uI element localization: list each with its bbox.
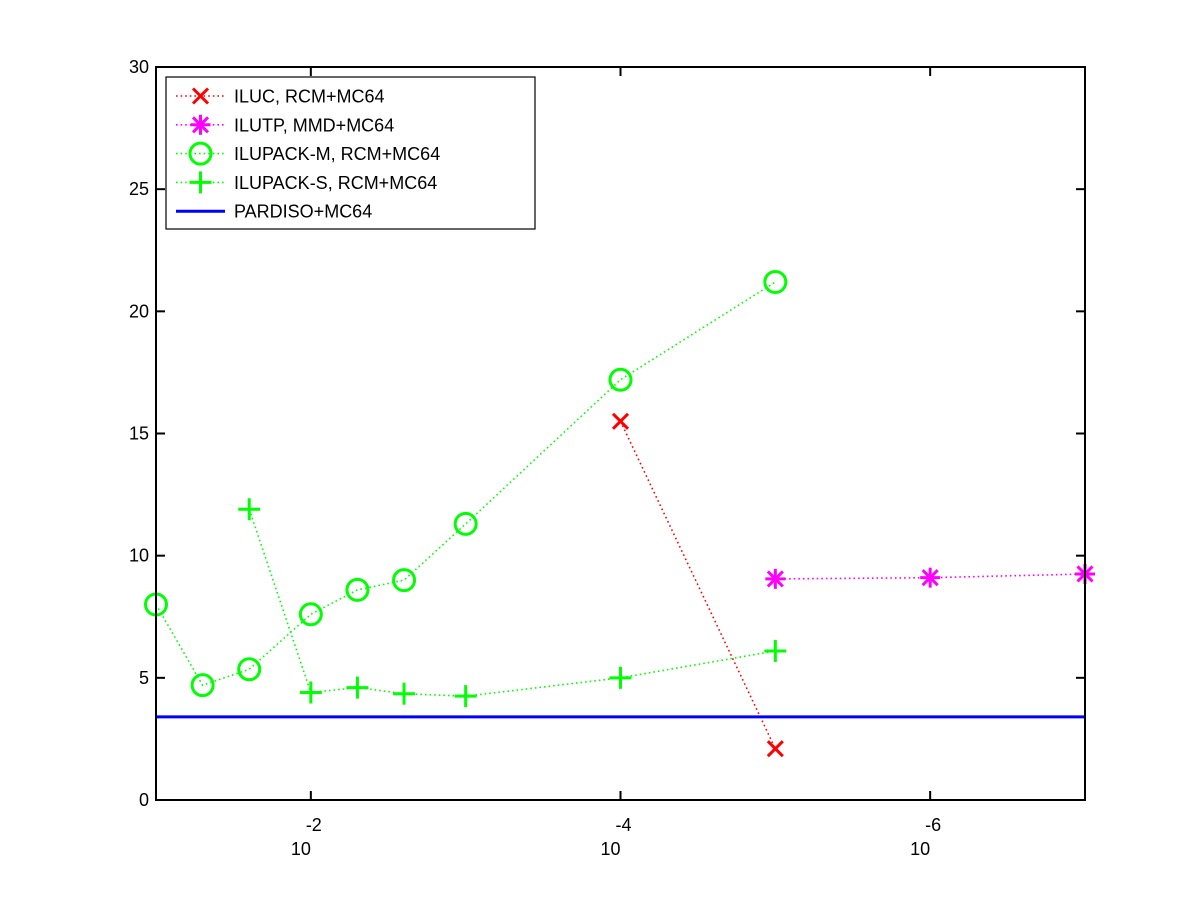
data-point-ilupack-s-rcm-mc64	[393, 682, 416, 705]
data-point-ilutp-mmd-mc64	[920, 567, 941, 588]
legend-label: PARDISO+MC64	[234, 202, 372, 222]
legend-box	[165, 76, 536, 230]
legend-marker	[188, 141, 213, 166]
data-point-iluc-rcm-mc64	[766, 740, 784, 758]
data-point-ilupack-s-rcm-mc64	[238, 498, 261, 521]
legend-entry-ilupack-s-rcm-mc64: ILUPACK-S, RCM+MC64	[176, 171, 437, 194]
y-tick-label: 25	[129, 179, 149, 199]
x-tick-label-base: 10	[910, 839, 930, 859]
x-tick-label-base: 10	[291, 839, 311, 859]
y-tick-label: 5	[139, 668, 149, 688]
y-tick-label: 10	[129, 546, 149, 566]
legend-label: ILUTP, MMD+MC64	[234, 115, 394, 135]
data-point-ilupack-m-rcm-mc64	[190, 673, 215, 698]
data-point-ilupack-s-rcm-mc64	[299, 681, 322, 704]
y-tick-label: 0	[139, 790, 149, 810]
data-point-ilupack-m-rcm-mc64	[453, 511, 478, 536]
data-point-ilupack-s-rcm-mc64	[346, 676, 369, 699]
legend: ILUC, RCM+MC64 ILUTP, MMD+MC64 ILUPACK-M, …	[165, 76, 536, 230]
legend-entry-ilupack-m-rcm-mc64: ILUPACK-M, RCM+MC64	[176, 141, 440, 166]
data-point-ilupack-m-rcm-mc64	[608, 367, 633, 392]
legend-label: ILUC, RCM+MC64	[234, 87, 385, 107]
data-point-ilupack-s-rcm-mc64	[609, 666, 632, 689]
legend-marker	[189, 171, 212, 194]
series-layer	[144, 270, 1095, 758]
legend-marker	[190, 114, 211, 135]
data-point-ilupack-s-rcm-mc64	[764, 639, 787, 662]
legend-label: ILUPACK-M, RCM+MC64	[234, 144, 440, 164]
series-ilupack-m-rcm-mc64	[144, 270, 788, 698]
y-tick-label: 20	[129, 301, 149, 321]
legend-label: ILUPACK-S, RCM+MC64	[234, 173, 437, 193]
data-point-ilupack-m-rcm-mc64	[392, 568, 417, 593]
series-line-ilutp-mmd-mc64	[775, 573, 1086, 580]
legend-entry-pardiso-mc64: PARDISO+MC64	[176, 202, 372, 222]
y-tick-label: 30	[129, 57, 149, 77]
data-point-ilupack-m-rcm-mc64	[298, 602, 323, 627]
x-tick-label-base: 10	[600, 839, 620, 859]
legend-marker	[191, 87, 210, 105]
x-tick-label-exponent: -2	[306, 815, 322, 835]
data-point-ilupack-m-rcm-mc64	[237, 657, 262, 682]
data-point-iluc-rcm-mc64	[611, 412, 630, 430]
series-line-iluc-rcm-mc64	[619, 420, 777, 750]
data-point-ilutp-mmd-mc64	[765, 568, 786, 589]
x-tick-label-exponent: -6	[925, 815, 941, 835]
data-point-ilupack-s-rcm-mc64	[454, 685, 477, 708]
series-iluc-rcm-mc64	[611, 412, 784, 758]
data-point-ilupack-m-rcm-mc64	[763, 270, 788, 295]
axes-layer: 0 5 10 15 20 25 30 10 -2 10 -4 10 -6	[129, 57, 1085, 859]
data-point-ilupack-m-rcm-mc64	[345, 577, 370, 602]
series-ilupack-s-rcm-mc64	[238, 498, 787, 708]
legend-entry-ilutp-mmd-mc64: ILUTP, MMD+MC64	[176, 114, 394, 135]
y-tick-label: 15	[129, 424, 149, 444]
x-tick-label-exponent: -4	[615, 815, 631, 835]
legend-entry-iluc-rcm-mc64: ILUC, RCM+MC64	[176, 87, 385, 107]
